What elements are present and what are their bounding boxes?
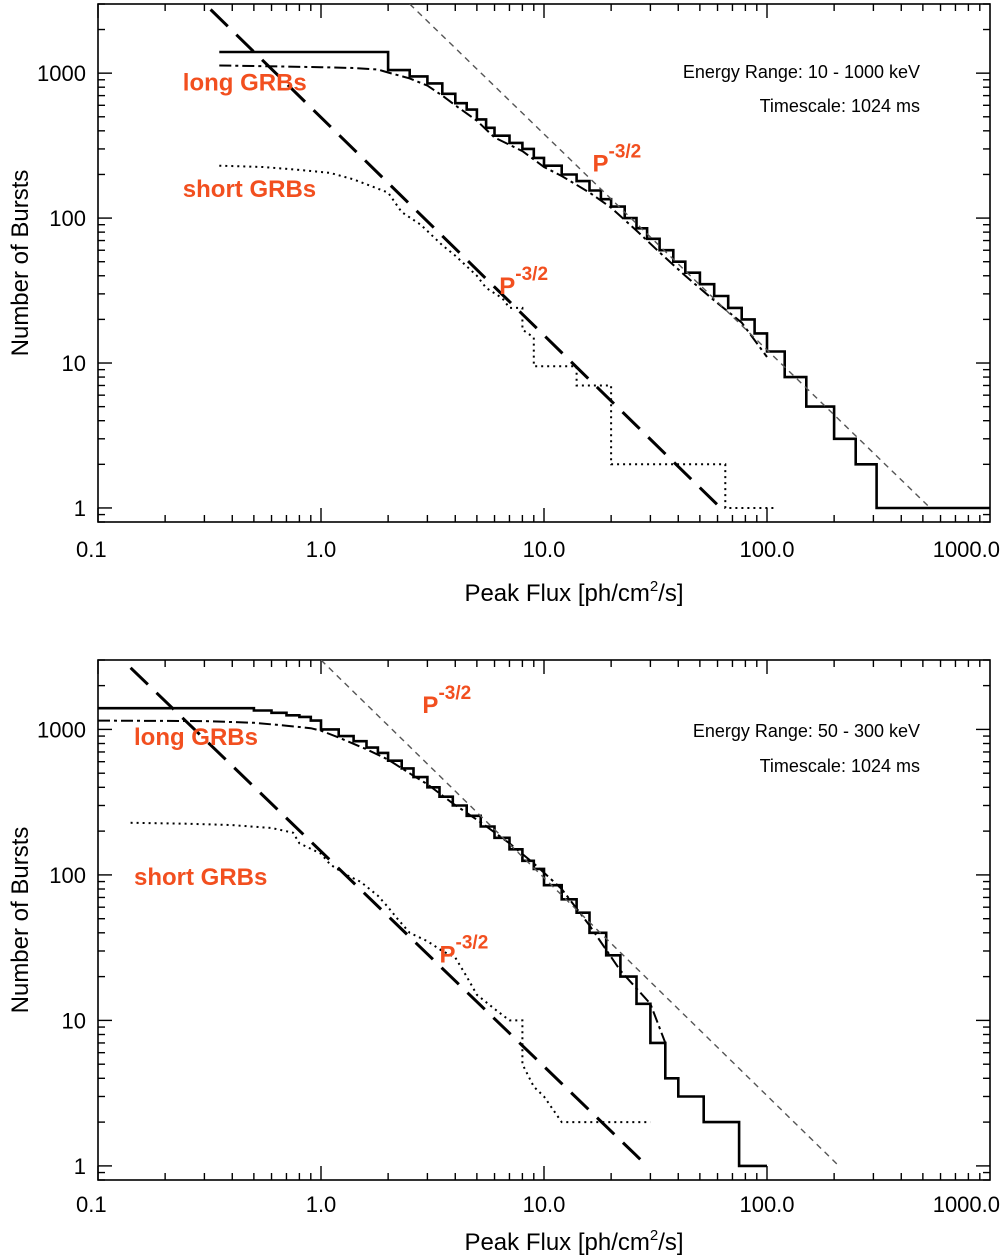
bottom-panel: 0.1 1.0 10.0 100.0 1000.0 1 10 100 1000 Peak Flux…: [7, 659, 1000, 1256]
x-tick-label: 10.0: [523, 1192, 566, 1217]
series-p-3-2-reference-short: [209, 8, 722, 510]
y-axis-title: Number of Bursts: [7, 827, 34, 1014]
series-short-grbs: [130, 821, 651, 1124]
series-long-grbs: [98, 719, 667, 1044]
x-tick-label: 0.1: [76, 1192, 107, 1217]
series-p-3-2-reference-short: [129, 666, 649, 1167]
y-tick-label: 10: [62, 351, 86, 376]
y-tick-label: 1000: [37, 717, 86, 742]
y-axis-title: Number of Bursts: [7, 170, 34, 357]
x-tick-label: 1.0: [306, 537, 337, 562]
energy-range-label: Energy Range: 10 - 1000 keV: [683, 62, 920, 82]
y-tick-label: 100: [49, 206, 86, 231]
series-short-grbs: [219, 164, 777, 509]
y-tick-label: 1: [74, 1154, 86, 1179]
x-axis-title: Peak Flux [ph/cm2/s]: [464, 1227, 683, 1256]
power-law-annotation: P-3/2: [499, 264, 548, 300]
x-tick-label: 100.0: [739, 537, 794, 562]
y-tick-label: 1000: [37, 61, 86, 86]
annotation-short-grbs: short GRBs: [134, 864, 267, 891]
x-tick-label: 1000.0: [933, 1192, 1000, 1217]
power-law-annotation: P-3/2: [422, 683, 471, 719]
x-tick-label: 1.0: [306, 1192, 337, 1217]
series-long-grbs: [219, 64, 768, 358]
series-all-grbs-total: [219, 50, 990, 510]
timescale-label: Timescale: 1024 ms: [760, 96, 920, 116]
annotation-long-grbs: long GRBs: [134, 724, 258, 751]
series-all-grbs-total: [98, 706, 767, 1168]
x-axis-title: Peak Flux [ph/cm2/s]: [464, 578, 683, 607]
power-law-annotation: P-3/2: [592, 141, 641, 177]
x-tick-label: 10.0: [523, 537, 566, 562]
y-tick-label: 10: [62, 1008, 86, 1033]
power-law-annotation: P-3/2: [440, 933, 489, 969]
x-tick-label: 1000.0: [933, 537, 1000, 562]
y-tick-label: 1: [74, 496, 86, 521]
y-tick-label: 100: [49, 863, 86, 888]
x-tick-label: 100.0: [739, 1192, 794, 1217]
energy-range-label: Energy Range: 50 - 300 keV: [693, 721, 920, 741]
timescale-label: Timescale: 1024 ms: [760, 756, 920, 776]
top-panel: 0.1 1.0 10.0 100.0 1000.0 1 10 100 1000 Peak Flux…: [7, 3, 1000, 607]
x-tick-label: 0.1: [76, 537, 107, 562]
annotation-long-grbs: long GRBs: [183, 69, 307, 96]
annotation-short-grbs: short GRBs: [183, 176, 316, 203]
